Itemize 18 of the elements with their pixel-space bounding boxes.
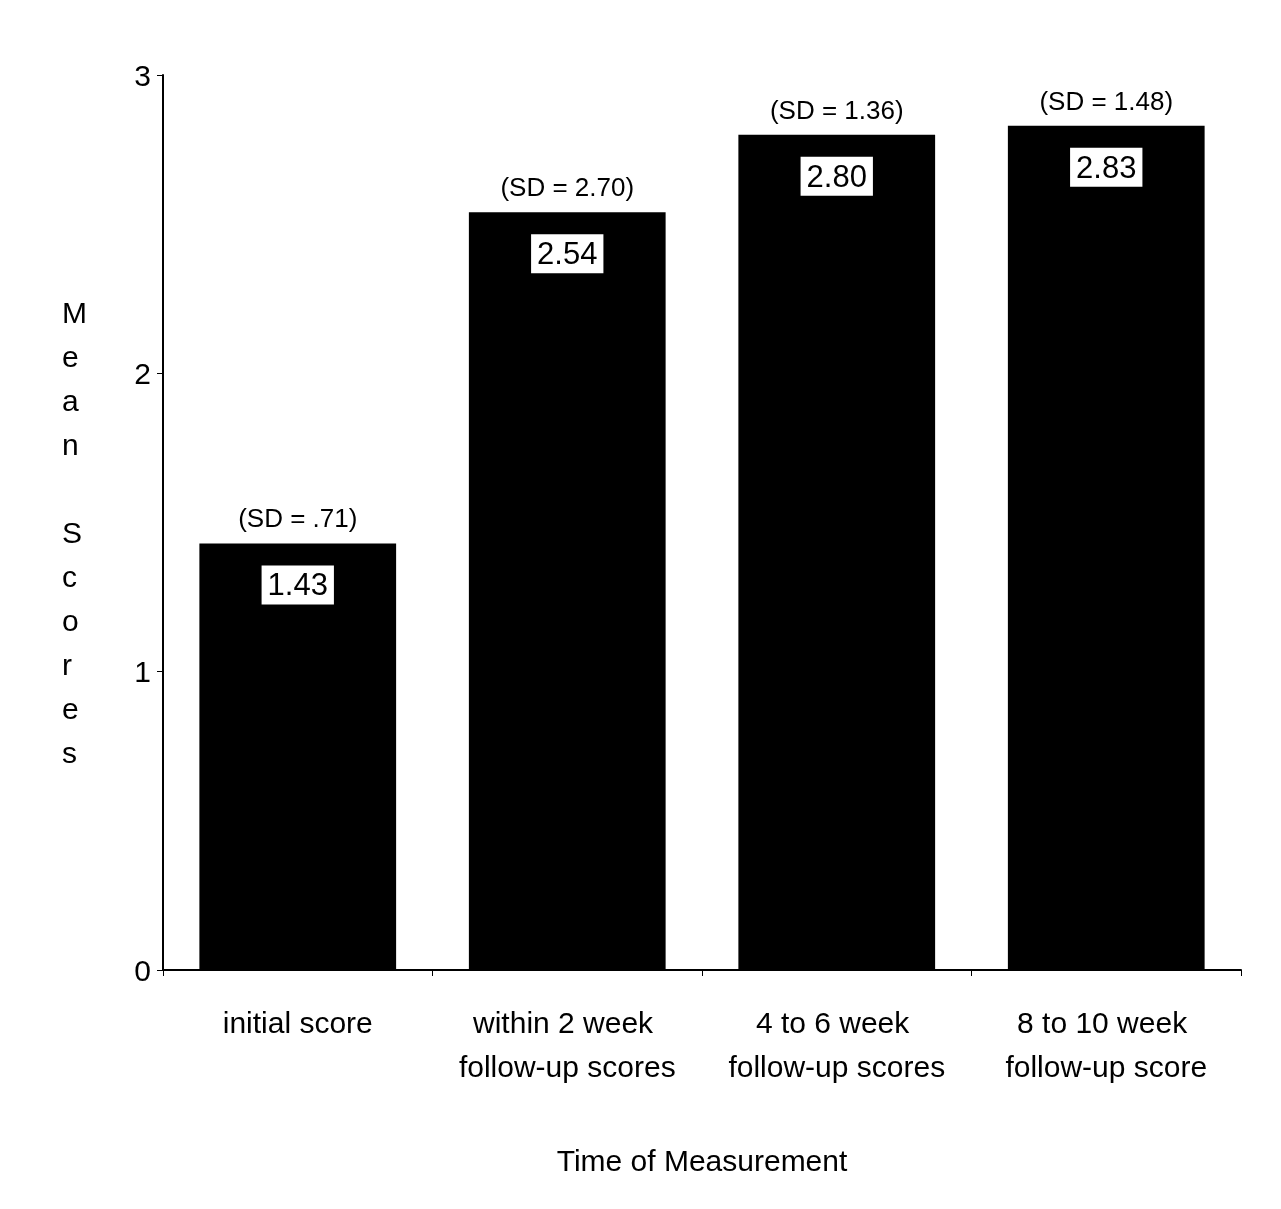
y-tick-label: 3 — [134, 58, 151, 92]
x-tick-label: within 2 week follow-up scores — [458, 1005, 676, 1083]
y-tick-label: 0 — [134, 953, 151, 987]
x-tick-label: initial score — [222, 1005, 373, 1039]
x-axis-title: Time of Measurement — [556, 1143, 848, 1177]
text: Mean Scores — [62, 295, 87, 769]
data-label: 2.83 — [1076, 149, 1137, 185]
annotation: (SD = .71) — [238, 503, 358, 534]
x-tick-label: 8 to 10 week follow-up score — [1005, 1005, 1208, 1083]
annotation: (SD = 1.48) — [1039, 85, 1174, 116]
annotation: (SD = 1.36) — [769, 94, 904, 125]
data-label: 1.43 — [267, 567, 328, 603]
data-label: 2.80 — [806, 158, 867, 194]
data-label: 2.54 — [537, 236, 598, 272]
y-tick-label: 2 — [134, 356, 151, 390]
x-tick-label: 4 to 6 week follow-up scores — [728, 1005, 946, 1083]
y-tick-label: 1 — [134, 655, 151, 689]
annotation: (SD = 2.70) — [500, 172, 635, 203]
